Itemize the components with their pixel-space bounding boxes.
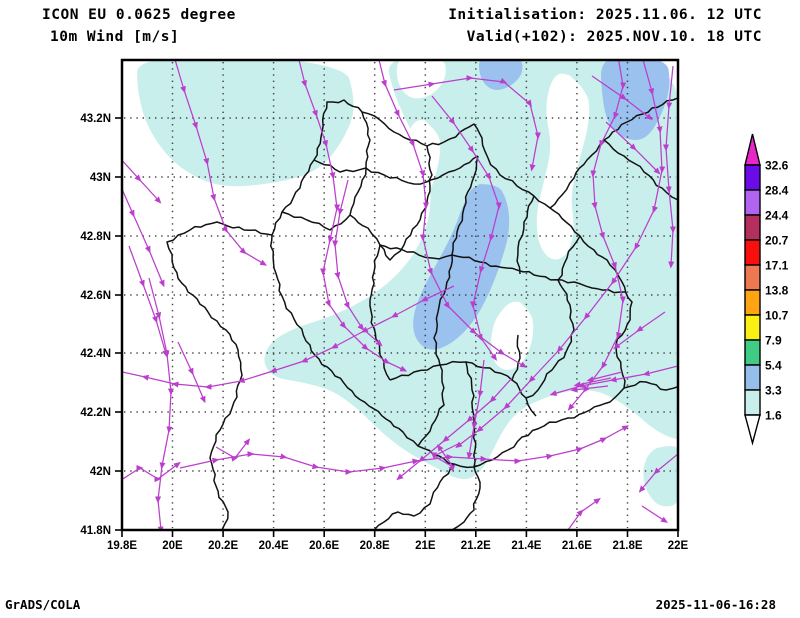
legend-label: 13.8 — [765, 284, 789, 298]
field-title: 10m Wind [m/s] — [50, 29, 180, 45]
lat-tick-label: 42.8N — [80, 231, 111, 243]
legend-label: 1.6 — [765, 409, 782, 423]
valid-time: Valid(+102): 2025.NOV.10. 18 UTC — [466, 29, 762, 45]
lon-tick-label: 20.2E — [208, 540, 238, 552]
lon-tick-label: 22E — [668, 540, 689, 552]
legend-band — [744, 189, 761, 216]
legend-band — [744, 339, 761, 366]
lon-tick-label: 21.6E — [562, 540, 592, 552]
lat-tick-label: 41.8N — [80, 525, 111, 537]
axis-tick-labels: 43.2N 43N 42.8N 42.6N 42.4N 42.2N 42N 41.8N 19.8… — [80, 113, 688, 552]
wind-streamlines — [122, 60, 678, 530]
lon-tick-label: 20.8E — [360, 540, 390, 552]
legend-band — [744, 164, 761, 191]
lon-tick-label: 20E — [162, 540, 183, 552]
lon-tick-label: 20.6E — [309, 540, 339, 552]
legend-label: 20.7 — [765, 234, 789, 248]
color-scale-legend: 32.6 28.4 24.4 20.7 17.1 13.8 10.7 7.9 5.4 3.3 1.6 — [744, 133, 789, 446]
lon-tick-label: 21E — [415, 540, 436, 552]
legend-label: 10.7 — [765, 309, 789, 323]
legend-label: 17.1 — [765, 259, 789, 273]
legend-band — [744, 264, 761, 291]
legend-band — [744, 289, 761, 316]
lat-tick-label: 42.4N — [80, 348, 111, 360]
legend-band — [744, 214, 761, 241]
lat-tick-label: 43N — [90, 172, 111, 184]
legend-band — [744, 314, 761, 341]
legend-arrow-top — [744, 133, 761, 166]
lat-tick-label: 43.2N — [80, 113, 111, 125]
lon-tick-label: 21.4E — [511, 540, 541, 552]
model-title: ICON EU 0.0625 degree — [42, 7, 236, 23]
wind-speed-shading-light — [137, 60, 678, 507]
lat-tick-label: 42N — [90, 466, 111, 478]
legend-band — [744, 239, 761, 266]
grads-credit: GrADS/COLA — [5, 597, 81, 612]
creation-timestamp: 2025-11-06-16:28 — [655, 597, 776, 612]
legend-label: 24.4 — [765, 209, 789, 223]
legend-arrow-bottom — [744, 414, 761, 446]
map-plot-area: 43.2N 43N 42.8N 42.6N 42.4N 42.2N 42N 41.8N 19.8… — [80, 58, 689, 552]
lon-tick-label: 21.8E — [612, 540, 642, 552]
lon-tick-label: 19.8E — [107, 540, 137, 552]
lat-tick-label: 42.2N — [80, 407, 111, 419]
lon-tick-label: 21.2E — [461, 540, 491, 552]
legend-band — [744, 364, 761, 391]
legend-label: 3.3 — [765, 384, 782, 398]
lat-tick-label: 42.6N — [80, 290, 111, 302]
legend-label: 7.9 — [765, 334, 782, 348]
axis-ticks — [115, 117, 679, 537]
legend-label: 28.4 — [765, 184, 789, 198]
legend-label: 5.4 — [765, 359, 782, 373]
initialisation-time: Initialisation: 2025.11.06. 12 UTC — [448, 7, 762, 23]
map-content — [122, 60, 678, 530]
legend-band — [744, 389, 761, 416]
legend-label: 32.6 — [765, 159, 789, 173]
lon-tick-label: 20.4E — [259, 540, 289, 552]
